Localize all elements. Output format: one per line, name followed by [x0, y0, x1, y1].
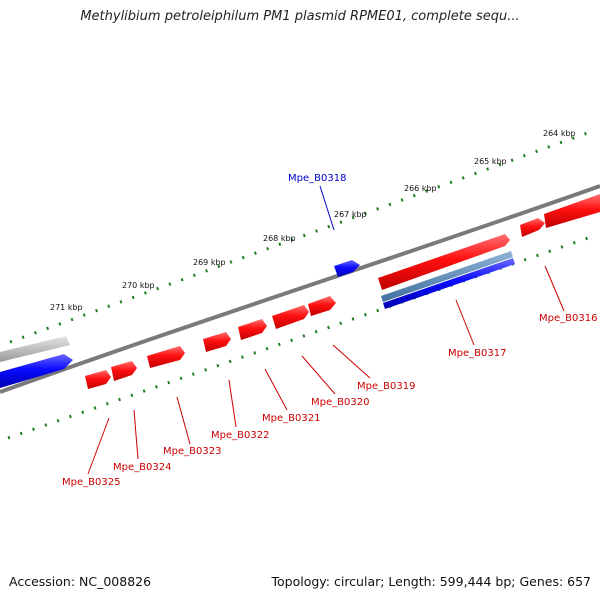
- gene-label-mpe-b0319[interactable]: Mpe_B0319: [357, 381, 415, 392]
- ruler-label: 266 kbp: [404, 184, 437, 193]
- leader-line-mpe-b0317: [455, 299, 475, 346]
- leader-line-mpe-b0325: [87, 417, 110, 475]
- ruler-label: 265 kbp: [474, 157, 507, 166]
- leader-line-mpe-b0318: [319, 185, 335, 231]
- leader-line-mpe-b0316: [544, 265, 565, 312]
- gene-mpe-b0317[interactable]: [378, 234, 510, 290]
- gene-mpe-b0316[interactable]: [520, 194, 600, 237]
- ruler-labels: 271 kbp 270 kbp 269 kbp 268 kbp 267 kbp …: [50, 129, 576, 312]
- gene-mpe-b0323[interactable]: [147, 346, 185, 368]
- gene-label-mpe-b0322[interactable]: Mpe_B0322: [211, 430, 269, 441]
- ruler-label: 270 kbp: [122, 281, 155, 290]
- gene-label-mpe-b0317[interactable]: Mpe_B0317: [448, 348, 506, 359]
- gene-mpe-b0318[interactable]: [334, 260, 360, 277]
- gene-mpe-b0322[interactable]: [203, 332, 231, 352]
- feature-steel: [381, 251, 513, 302]
- topology-summary: Topology: circular; Length: 599,444 bp; …: [271, 574, 592, 589]
- map-title: Methylibium petroleiphilum PM1 plasmid R…: [80, 9, 520, 24]
- gene-mpe-b0325[interactable]: [85, 370, 111, 389]
- leader-line-mpe-b0323: [176, 396, 191, 445]
- gene-label-mpe-b0321[interactable]: Mpe_B0321: [262, 413, 320, 424]
- ruler-label: 264 kbp: [543, 129, 576, 138]
- feature-blue-left: [0, 354, 73, 388]
- gene-label-mpe-b0316[interactable]: Mpe_B0316: [539, 313, 597, 324]
- leader-line-mpe-b0319: [332, 344, 371, 379]
- ruler-label: 271 kbp: [50, 303, 83, 312]
- feature-grey: [0, 336, 70, 362]
- gene-mpe-b0319[interactable]: [308, 296, 336, 316]
- leader-line-mpe-b0321: [264, 368, 288, 411]
- accession-text: Accession: NC_008826: [9, 574, 152, 589]
- gene-mpe-b0321[interactable]: [238, 319, 267, 340]
- gene-mpe-b0324[interactable]: [111, 361, 137, 381]
- gene-label-mpe-b0320[interactable]: Mpe_B0320: [311, 397, 369, 408]
- ruler-label: 269 kbp: [193, 258, 226, 267]
- ruler-label: 268 kbp: [263, 234, 296, 243]
- gene-label-mpe-b0324[interactable]: Mpe_B0324: [113, 462, 171, 473]
- feature-blue-right: [383, 258, 515, 309]
- leader-line-mpe-b0320: [301, 355, 336, 395]
- sequence-backbone: [0, 184, 600, 394]
- gene-mpe-b0320[interactable]: [272, 305, 309, 329]
- leader-line-mpe-b0324: [133, 409, 139, 460]
- gene-label-mpe-b0325[interactable]: Mpe_B0325: [62, 477, 120, 488]
- ruler-label: 267 kbp: [334, 210, 367, 219]
- gene-label-mpe-b0318[interactable]: Mpe_B0318: [288, 173, 346, 184]
- gene-labels: Mpe_B0318 Mpe_B0317 Mpe_B0316 Mpe_B0319 …: [62, 173, 597, 488]
- leader-line-mpe-b0322: [228, 379, 237, 428]
- gene-label-mpe-b0323[interactable]: Mpe_B0323: [163, 446, 221, 457]
- leader-lines: [87, 185, 565, 475]
